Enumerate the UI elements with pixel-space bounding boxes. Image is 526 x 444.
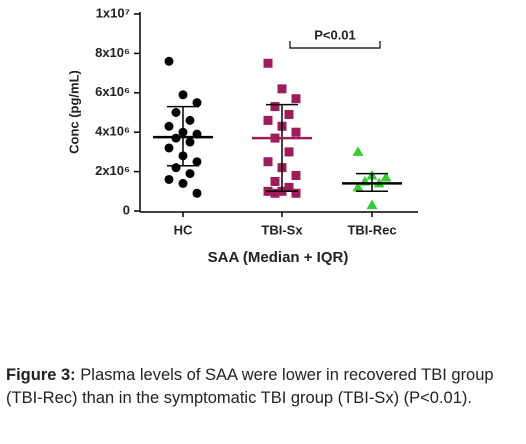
point (185, 169, 195, 179)
y-tick-label: 2x10⁶ (95, 163, 130, 178)
point (185, 115, 195, 125)
point (263, 157, 273, 167)
point (352, 181, 364, 192)
caption-label: Figure 3: (6, 366, 76, 384)
point (291, 171, 301, 181)
point (284, 147, 294, 157)
y-tick-label: 0 (123, 202, 130, 217)
point (171, 108, 181, 117)
point (366, 199, 378, 210)
point (178, 178, 188, 188)
point (277, 84, 287, 94)
point (263, 58, 273, 68)
point (284, 182, 294, 192)
point (164, 143, 174, 153)
point (185, 137, 195, 147)
point (164, 174, 174, 184)
annotation: P<0.01 (314, 27, 356, 42)
y-tick-label: 6x10⁶ (95, 84, 130, 99)
point (192, 188, 202, 198)
significance-bracket (289, 41, 381, 49)
x-tick-label: HC (174, 222, 193, 237)
point (171, 163, 181, 173)
x-tick-label: TBI-Rec (347, 222, 396, 237)
point (380, 172, 392, 182)
point (291, 188, 301, 198)
point (291, 94, 301, 104)
y-tick-label: 8x10⁶ (95, 45, 130, 60)
x-axis-label: SAA (Median + IQR) (208, 249, 349, 266)
point (178, 90, 188, 100)
point (192, 157, 202, 167)
point (291, 127, 301, 137)
chart: Conc (pg/mL) SAA (Median + IQR) P<0.01 0… (66, 5, 418, 266)
point (270, 176, 280, 186)
y-axis-label: Conc (pg/mL) (66, 70, 81, 154)
caption-text: Plasma levels of SAA were lower in recov… (6, 366, 494, 407)
y-tick-label: 1x10⁷ (96, 5, 130, 20)
point (284, 109, 294, 119)
point (164, 121, 174, 131)
point (270, 102, 280, 112)
point (352, 146, 364, 156)
point (164, 56, 174, 66)
y-tick-label: 4x10⁶ (95, 124, 130, 139)
point (263, 115, 273, 125)
point (270, 188, 280, 198)
caption: Figure 3: Plasma levels of SAA were lowe… (6, 364, 518, 410)
x-tick-label: TBI-Sx (261, 222, 303, 237)
point (192, 98, 202, 108)
